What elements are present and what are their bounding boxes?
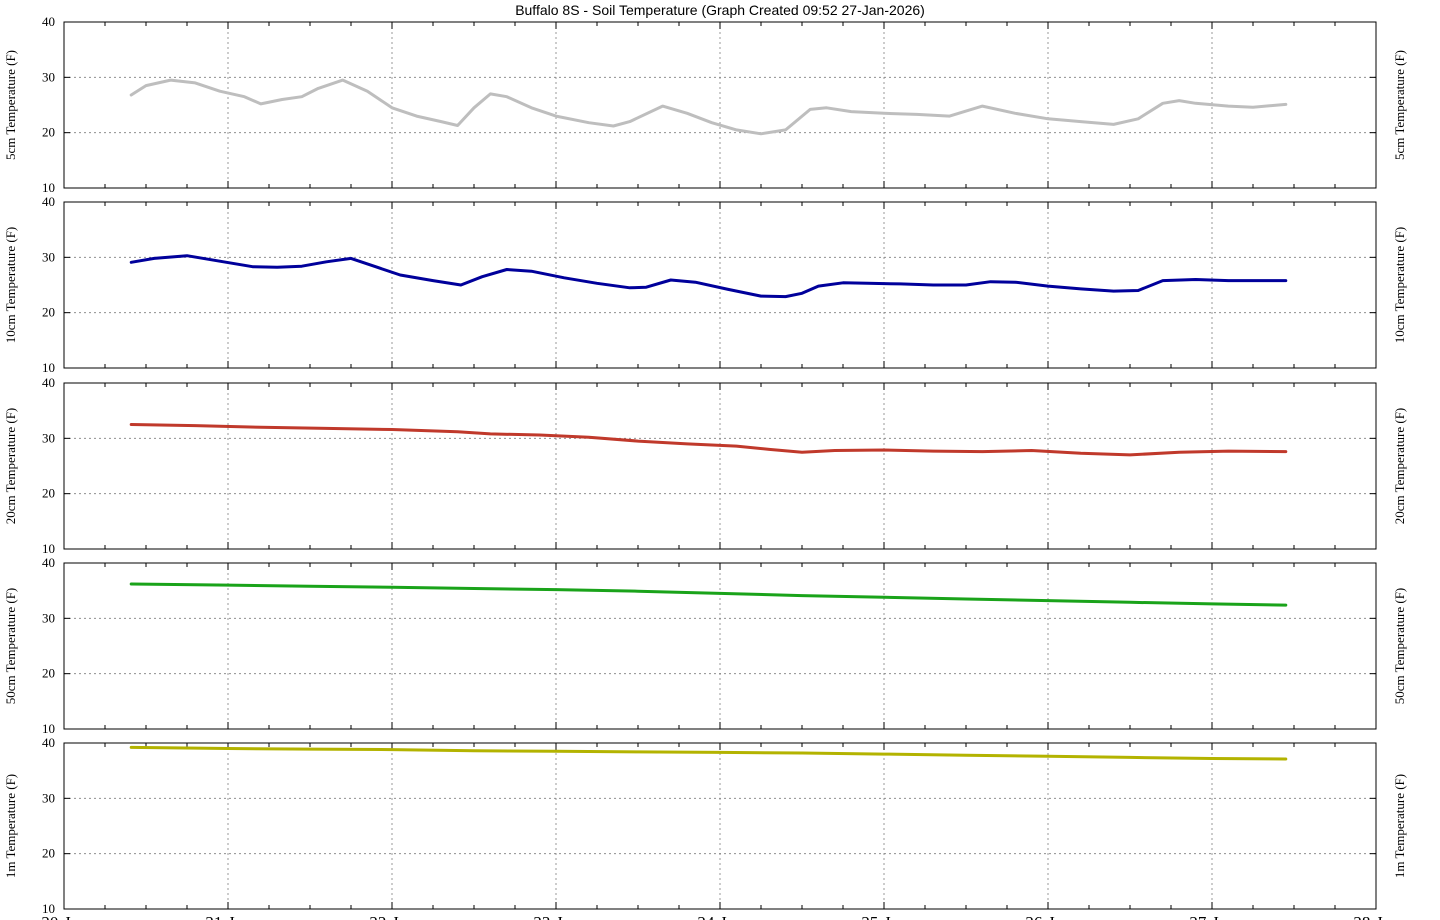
panel-1m: 10 20 30 40 1m Temperature (F) 1m Temperature…: [3, 735, 1407, 916]
y-tick-label: 20: [42, 305, 55, 320]
x-tick-label: 25-Jan: [861, 913, 907, 920]
y-axis-title-right: 50cm Temperature (F): [1392, 588, 1407, 705]
y-tick-label: 20: [42, 125, 55, 140]
y-axis-title-left: 5cm Temperature (F): [3, 50, 18, 160]
y-tick-label: 20: [42, 846, 55, 861]
y-tick-label: 40: [42, 555, 55, 570]
x-tick-label: 27-Jan: [1189, 913, 1235, 920]
x-tick-label: 23-Jan: [533, 913, 579, 920]
y-tick-label: 30: [42, 790, 55, 805]
y-tick-label: 10: [42, 360, 55, 375]
y-tick-label: 30: [42, 249, 55, 264]
x-tick-label: 24-Jan: [697, 913, 743, 920]
y-tick-label: 30: [42, 610, 55, 625]
panel-5cm: 10 20 30 40 5cm Temperature (F) 5cm Temperatu…: [3, 14, 1407, 195]
x-tick-label: 26-Jan: [1025, 913, 1071, 920]
series-line-10cm: [129, 254, 1288, 299]
x-tick-label: 22-Jan: [369, 913, 415, 920]
page-title: Buffalo 8S - Soil Temperature (Graph Cre…: [515, 2, 925, 18]
series-line-1m: [129, 745, 1288, 761]
y-tick-label: 40: [42, 735, 55, 750]
x-tick-label: 21-Jan: [205, 913, 251, 920]
y-tick-label: 20: [42, 666, 55, 681]
series-line-5cm: [129, 78, 1288, 136]
y-axis-title-right: 5cm Temperature (F): [1392, 50, 1407, 160]
series-line-20cm: [129, 423, 1288, 457]
y-tick-label: 40: [42, 14, 55, 29]
y-axis-title-left: 50cm Temperature (F): [3, 588, 18, 705]
y-tick-label: 10: [42, 180, 55, 195]
y-axis-title-right: 10cm Temperature (F): [1392, 227, 1407, 344]
y-axis-title-left: 20cm Temperature (F): [3, 408, 18, 525]
series-line-50cm: [129, 582, 1288, 607]
panel-10cm: 10 20 30 40 10cm Temperature (F) 10cm Tempera…: [3, 194, 1407, 375]
y-tick-label: 10: [42, 541, 55, 556]
y-tick-label: 10: [42, 721, 55, 736]
panel-20cm: 10 20 30 40 20cm Temperature (F) 20cm Tempera…: [3, 375, 1407, 556]
y-axis-title-right: 20cm Temperature (F): [1392, 408, 1407, 525]
y-axis-title-left: 10cm Temperature (F): [3, 227, 18, 344]
y-tick-label: 40: [42, 375, 55, 390]
y-tick-label: 20: [42, 486, 55, 501]
y-axis-title-left: 1m Temperature (F): [3, 774, 18, 878]
y-axis-title-right: 1m Temperature (F): [1392, 774, 1407, 878]
x-tick-label: 28-Jan: [1353, 913, 1399, 920]
y-tick-label: 10: [42, 901, 55, 916]
y-tick-label: 40: [42, 194, 55, 209]
y-tick-label: 30: [42, 69, 55, 84]
x-tick-label: 20-Jan: [41, 913, 87, 920]
panel-50cm: 10 20 30 40 50cm Temperature (F) 50cm Tempera…: [3, 555, 1407, 736]
y-tick-label: 30: [42, 430, 55, 445]
